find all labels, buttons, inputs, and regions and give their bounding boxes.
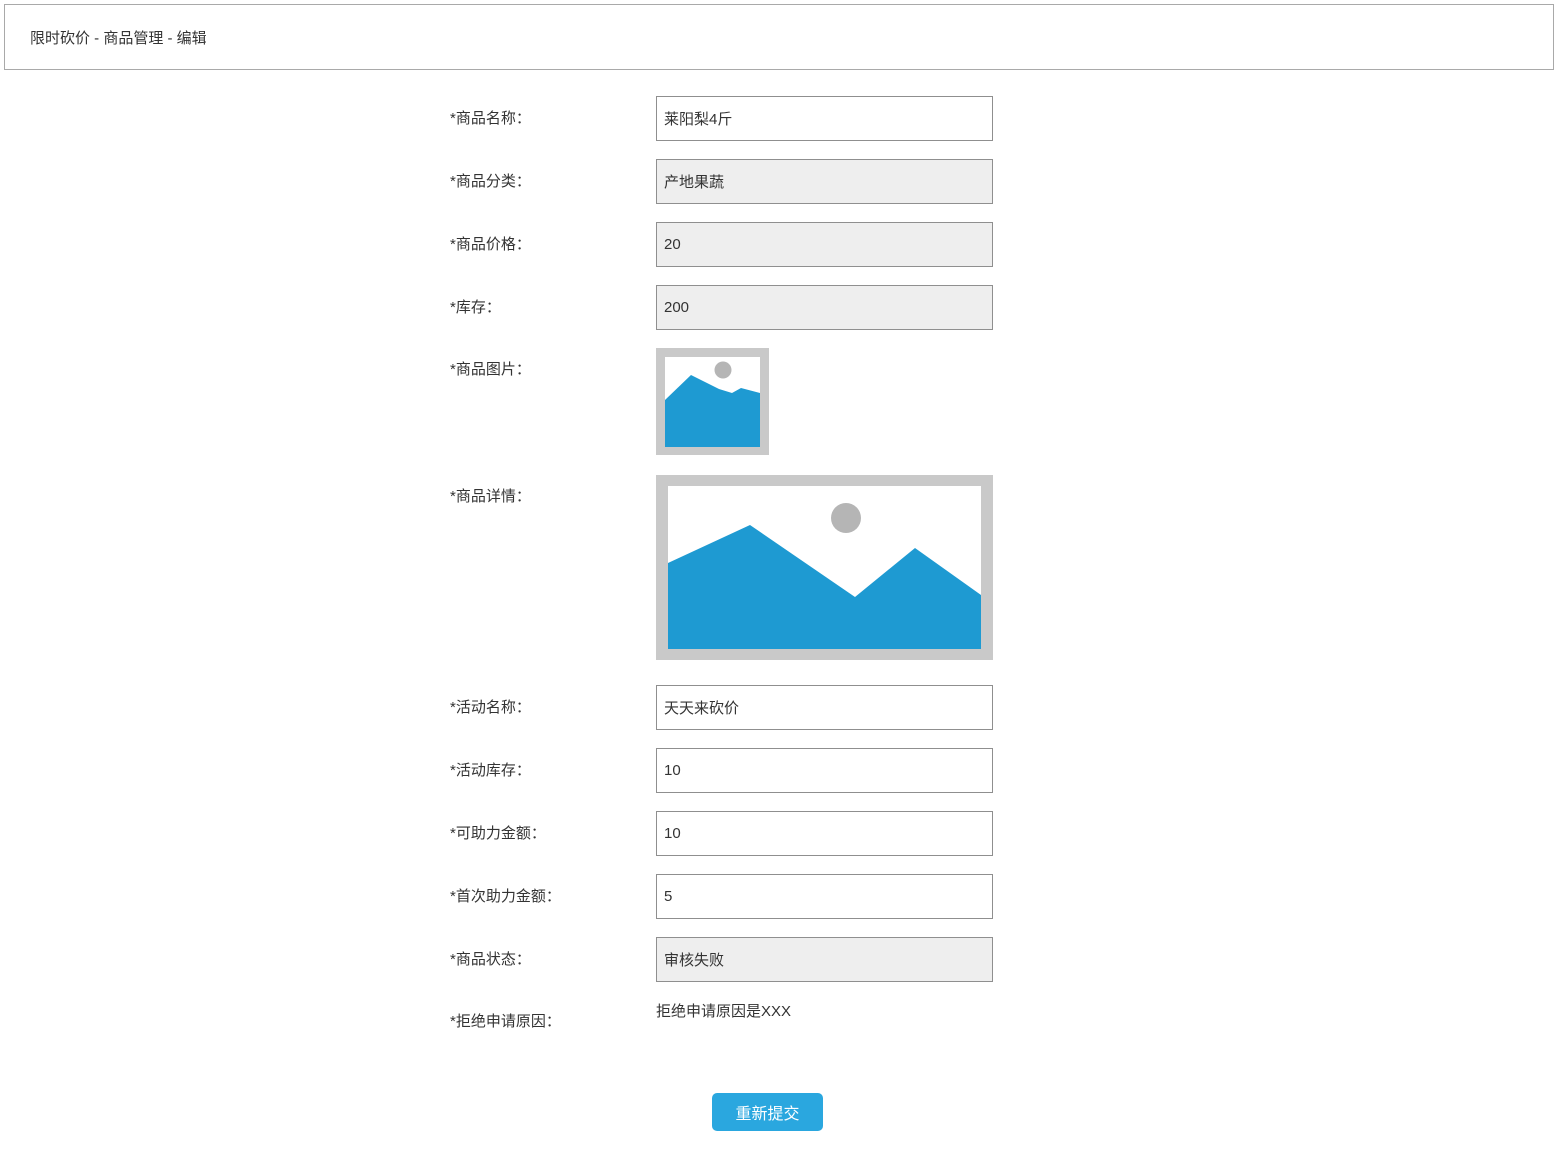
- form-row-product-price: *商品价格：: [450, 222, 1558, 267]
- activity-name-label: *活动名称：: [450, 698, 531, 716]
- form-row-activity-stock: *活动库存：: [450, 748, 1558, 793]
- product-edit-form: *商品名称： *商品分类： *商品价格： *库存： *商品图片：: [0, 74, 1558, 1131]
- form-row-stock: *库存：: [450, 285, 1558, 330]
- product-detail-label: *商品详情：: [450, 488, 531, 505]
- first-assist-amount-input[interactable]: [656, 874, 993, 919]
- stock-input: [656, 285, 993, 330]
- product-price-label: *商品价格：: [450, 235, 531, 253]
- product-status-label: *商品状态：: [450, 950, 531, 968]
- form-row-assist-amount: *可助力金额：: [450, 811, 1558, 856]
- image-placeholder-icon: [656, 475, 993, 660]
- page-title: 限时砍价 - 商品管理 - 编辑: [30, 29, 207, 47]
- activity-stock-input[interactable]: [656, 748, 993, 793]
- product-category-input: [656, 159, 993, 204]
- form-row-first-assist-amount: *首次助力金额：: [450, 874, 1558, 919]
- product-category-label: *商品分类：: [450, 172, 531, 190]
- product-price-input: [656, 222, 993, 267]
- product-name-label: *商品名称：: [450, 109, 531, 127]
- assist-amount-input[interactable]: [656, 811, 993, 856]
- form-row-product-image: *商品图片：: [450, 348, 1558, 455]
- form-row-activity-name: *活动名称：: [450, 685, 1558, 730]
- image-placeholder-icon: [656, 348, 769, 455]
- form-row-product-name: *商品名称：: [450, 96, 1558, 141]
- first-assist-amount-label: *首次助力金额：: [450, 887, 561, 905]
- product-image-label: *商品图片：: [450, 361, 531, 378]
- reject-reason-label: *拒绝申请原因：: [450, 1013, 561, 1030]
- resubmit-button[interactable]: 重新提交: [712, 1093, 823, 1131]
- stock-label: *库存：: [450, 298, 501, 316]
- form-row-product-status: *商品状态：: [450, 937, 1558, 982]
- form-row-reject-reason: *拒绝申请原因： 拒绝申请原因是XXX: [450, 1000, 1558, 1032]
- product-status-input: [656, 937, 993, 982]
- activity-name-input[interactable]: [656, 685, 993, 730]
- form-row-product-detail: *商品详情：: [450, 475, 1558, 660]
- assist-amount-label: *可助力金额：: [450, 824, 546, 842]
- activity-stock-label: *活动库存：: [450, 761, 531, 779]
- product-name-input[interactable]: [656, 96, 993, 141]
- submit-row: 重新提交: [712, 1093, 1558, 1131]
- reject-reason-text: 拒绝申请原因是XXX: [656, 1003, 792, 1020]
- breadcrumb-bar: 限时砍价 - 商品管理 - 编辑: [4, 4, 1554, 70]
- form-row-product-category: *商品分类：: [450, 159, 1558, 204]
